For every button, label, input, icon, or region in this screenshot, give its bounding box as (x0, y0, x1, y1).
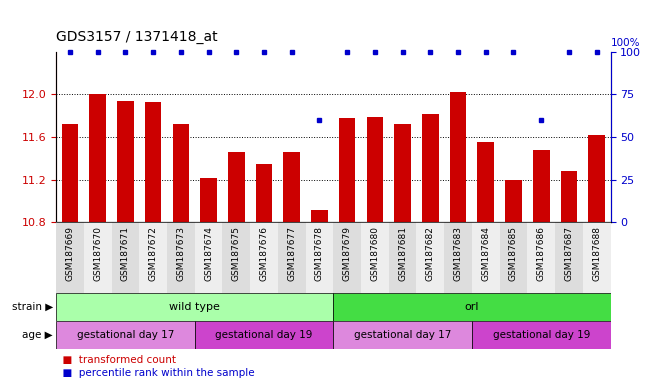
Bar (533, 150, 550, 222)
Bar (527, 222, 555, 293)
Text: GSM187675: GSM187675 (232, 226, 241, 281)
Bar (89, 94, 106, 222)
Bar (195, 321, 333, 349)
Text: GSM187670: GSM187670 (93, 226, 102, 281)
Text: age ▶: age ▶ (22, 330, 53, 340)
Bar (283, 152, 300, 222)
Text: GSM187676: GSM187676 (259, 226, 269, 281)
Bar (588, 135, 605, 222)
Bar (56, 222, 84, 293)
Text: GSM187681: GSM187681 (398, 226, 407, 281)
Text: GSM187688: GSM187688 (592, 226, 601, 281)
Bar (139, 222, 167, 293)
Text: GSM187680: GSM187680 (370, 226, 380, 281)
Text: GSM187677: GSM187677 (287, 226, 296, 281)
Text: GSM187682: GSM187682 (426, 226, 435, 281)
Bar (56, 293, 333, 321)
Text: strain ▶: strain ▶ (12, 302, 53, 312)
Bar (560, 171, 578, 222)
Bar (333, 222, 361, 293)
Bar (200, 177, 217, 222)
Text: orl: orl (465, 302, 479, 312)
Bar (472, 321, 610, 349)
Bar (61, 124, 79, 222)
Text: gestational day 19: gestational day 19 (492, 330, 590, 340)
Bar (472, 222, 500, 293)
Bar (112, 222, 139, 293)
Bar (505, 180, 522, 222)
Text: GDS3157 / 1371418_at: GDS3157 / 1371418_at (56, 30, 218, 44)
Bar (222, 222, 250, 293)
Bar (172, 124, 189, 222)
Bar (306, 222, 333, 293)
Text: GSM187674: GSM187674 (204, 226, 213, 281)
Bar (422, 114, 439, 222)
Text: GSM187678: GSM187678 (315, 226, 324, 281)
Bar (278, 222, 306, 293)
Text: GSM187684: GSM187684 (481, 226, 490, 281)
Text: GSM187672: GSM187672 (148, 226, 158, 281)
Bar (477, 142, 494, 222)
Text: 100%: 100% (610, 38, 640, 48)
Text: GSM187683: GSM187683 (453, 226, 463, 281)
Text: GSM187685: GSM187685 (509, 226, 518, 281)
Text: gestational day 19: gestational day 19 (215, 330, 313, 340)
Text: GSM187673: GSM187673 (176, 226, 185, 281)
Bar (167, 222, 195, 293)
Text: ■  transformed count: ■ transformed count (56, 355, 176, 365)
Bar (333, 321, 472, 349)
Bar (555, 222, 583, 293)
Bar (449, 92, 467, 222)
Text: wild type: wild type (169, 302, 220, 312)
Bar (394, 124, 411, 222)
Text: GSM187687: GSM187687 (564, 226, 574, 281)
Bar (583, 222, 610, 293)
Text: gestational day 17: gestational day 17 (354, 330, 451, 340)
Text: gestational day 17: gestational day 17 (77, 330, 174, 340)
Text: GSM187686: GSM187686 (537, 226, 546, 281)
Bar (255, 164, 273, 222)
Bar (228, 152, 245, 222)
Bar (333, 293, 610, 321)
Bar (56, 321, 195, 349)
Bar (84, 222, 112, 293)
Bar (250, 222, 278, 293)
Bar (366, 117, 383, 222)
Bar (500, 222, 527, 293)
Bar (389, 222, 416, 293)
Bar (311, 210, 328, 222)
Bar (361, 222, 389, 293)
Bar (444, 222, 472, 293)
Bar (339, 118, 356, 222)
Bar (195, 222, 222, 293)
Bar (145, 102, 162, 222)
Bar (117, 101, 134, 222)
Text: GSM187679: GSM187679 (343, 226, 352, 281)
Text: GSM187669: GSM187669 (65, 226, 75, 281)
Bar (416, 222, 444, 293)
Text: ■  percentile rank within the sample: ■ percentile rank within the sample (56, 368, 255, 378)
Text: GSM187671: GSM187671 (121, 226, 130, 281)
